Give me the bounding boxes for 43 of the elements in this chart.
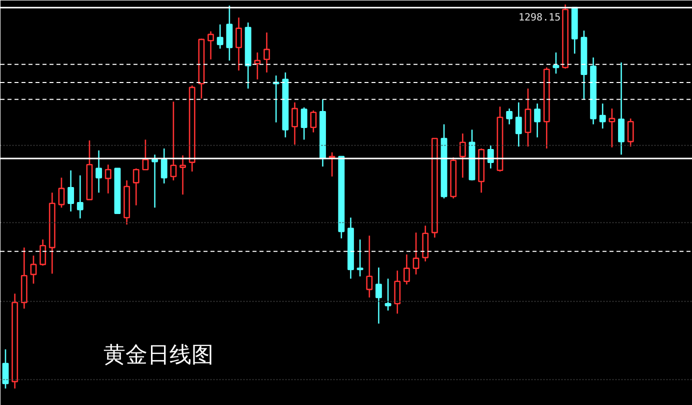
candlestick: [394, 270, 401, 314]
candlestick: [160, 148, 168, 184]
candlestick: [618, 62, 624, 156]
candlestick: [384, 278, 392, 312]
text: 黄金日线图: [104, 343, 214, 368]
candlestick: [356, 238, 364, 278]
candlestick: [292, 102, 298, 146]
candlestick: [552, 52, 560, 74]
candlestick: [487, 144, 494, 170]
candlestick: [132, 168, 140, 206]
candlestick: [68, 170, 74, 212]
candlestick: [226, 4, 233, 62]
candlestick: [170, 100, 177, 182]
candlestick: [459, 132, 466, 178]
annotation: 1298.15: [518, 12, 561, 24]
candlestick: [599, 102, 606, 130]
candlestick: [180, 154, 186, 196]
candlestick: [40, 238, 46, 266]
candlestick: [104, 164, 112, 194]
candlestick: [96, 150, 102, 194]
candlestick: [236, 16, 242, 72]
candlestick: [310, 110, 317, 134]
candlestick: [30, 254, 37, 284]
candlestick: [264, 32, 270, 74]
candlestick: [208, 30, 214, 60]
candlestick: [534, 102, 541, 138]
candlestick: [254, 52, 261, 80]
candlestick: [216, 24, 224, 50]
candlestick: [506, 108, 513, 125]
candlestick: [76, 174, 84, 220]
candlestick: [627, 118, 634, 148]
candlestick: [412, 232, 420, 276]
candlestick: [58, 177, 65, 208]
candlestick: [608, 108, 616, 148]
candlestick: [300, 106, 308, 140]
candlestick: [142, 139, 149, 170]
candlestick: [515, 102, 522, 148]
candlestick: [403, 254, 410, 286]
candlestick: [152, 154, 158, 208]
candlestick: [366, 235, 373, 298]
candlestick: [375, 266, 382, 324]
candlestick: [2, 348, 9, 390]
candlestick: [524, 88, 532, 148]
